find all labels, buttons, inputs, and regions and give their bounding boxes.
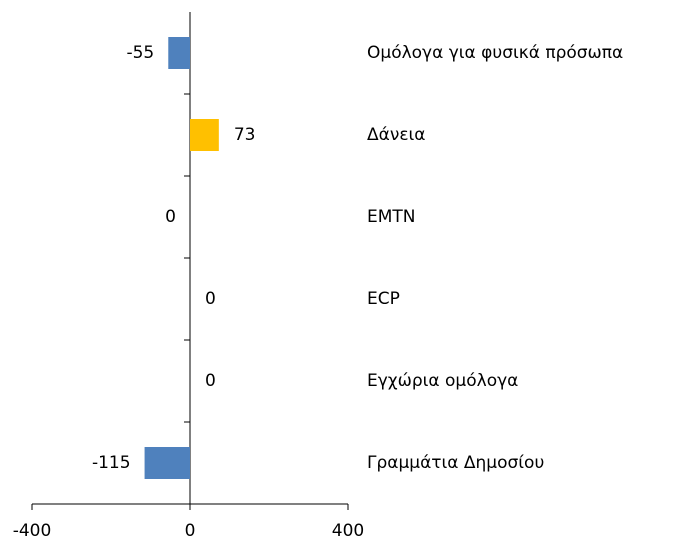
bar — [190, 119, 219, 151]
category-label: Ομόλογα για φυσικά πρόσωπα — [367, 43, 623, 63]
category-label: Γραμμάτια Δημοσίου — [367, 453, 544, 473]
category-label: Δάνεια — [367, 125, 425, 145]
x-tick-label: 0 — [185, 521, 196, 541]
category-label: EMTN — [367, 207, 416, 227]
bar — [168, 37, 190, 69]
x-tick-label: -400 — [13, 521, 52, 541]
bar — [144, 447, 190, 479]
data-label: 0 — [165, 207, 176, 227]
data-label: 73 — [234, 125, 256, 145]
category-label: Εγχώρια ομόλογα — [367, 371, 518, 391]
data-label: 0 — [205, 289, 216, 309]
x-tick-label: 400 — [332, 521, 364, 541]
data-label: 0 — [205, 371, 216, 391]
category-label: ECP — [367, 289, 400, 309]
data-label: -115 — [92, 453, 131, 473]
data-label: -55 — [126, 43, 154, 63]
